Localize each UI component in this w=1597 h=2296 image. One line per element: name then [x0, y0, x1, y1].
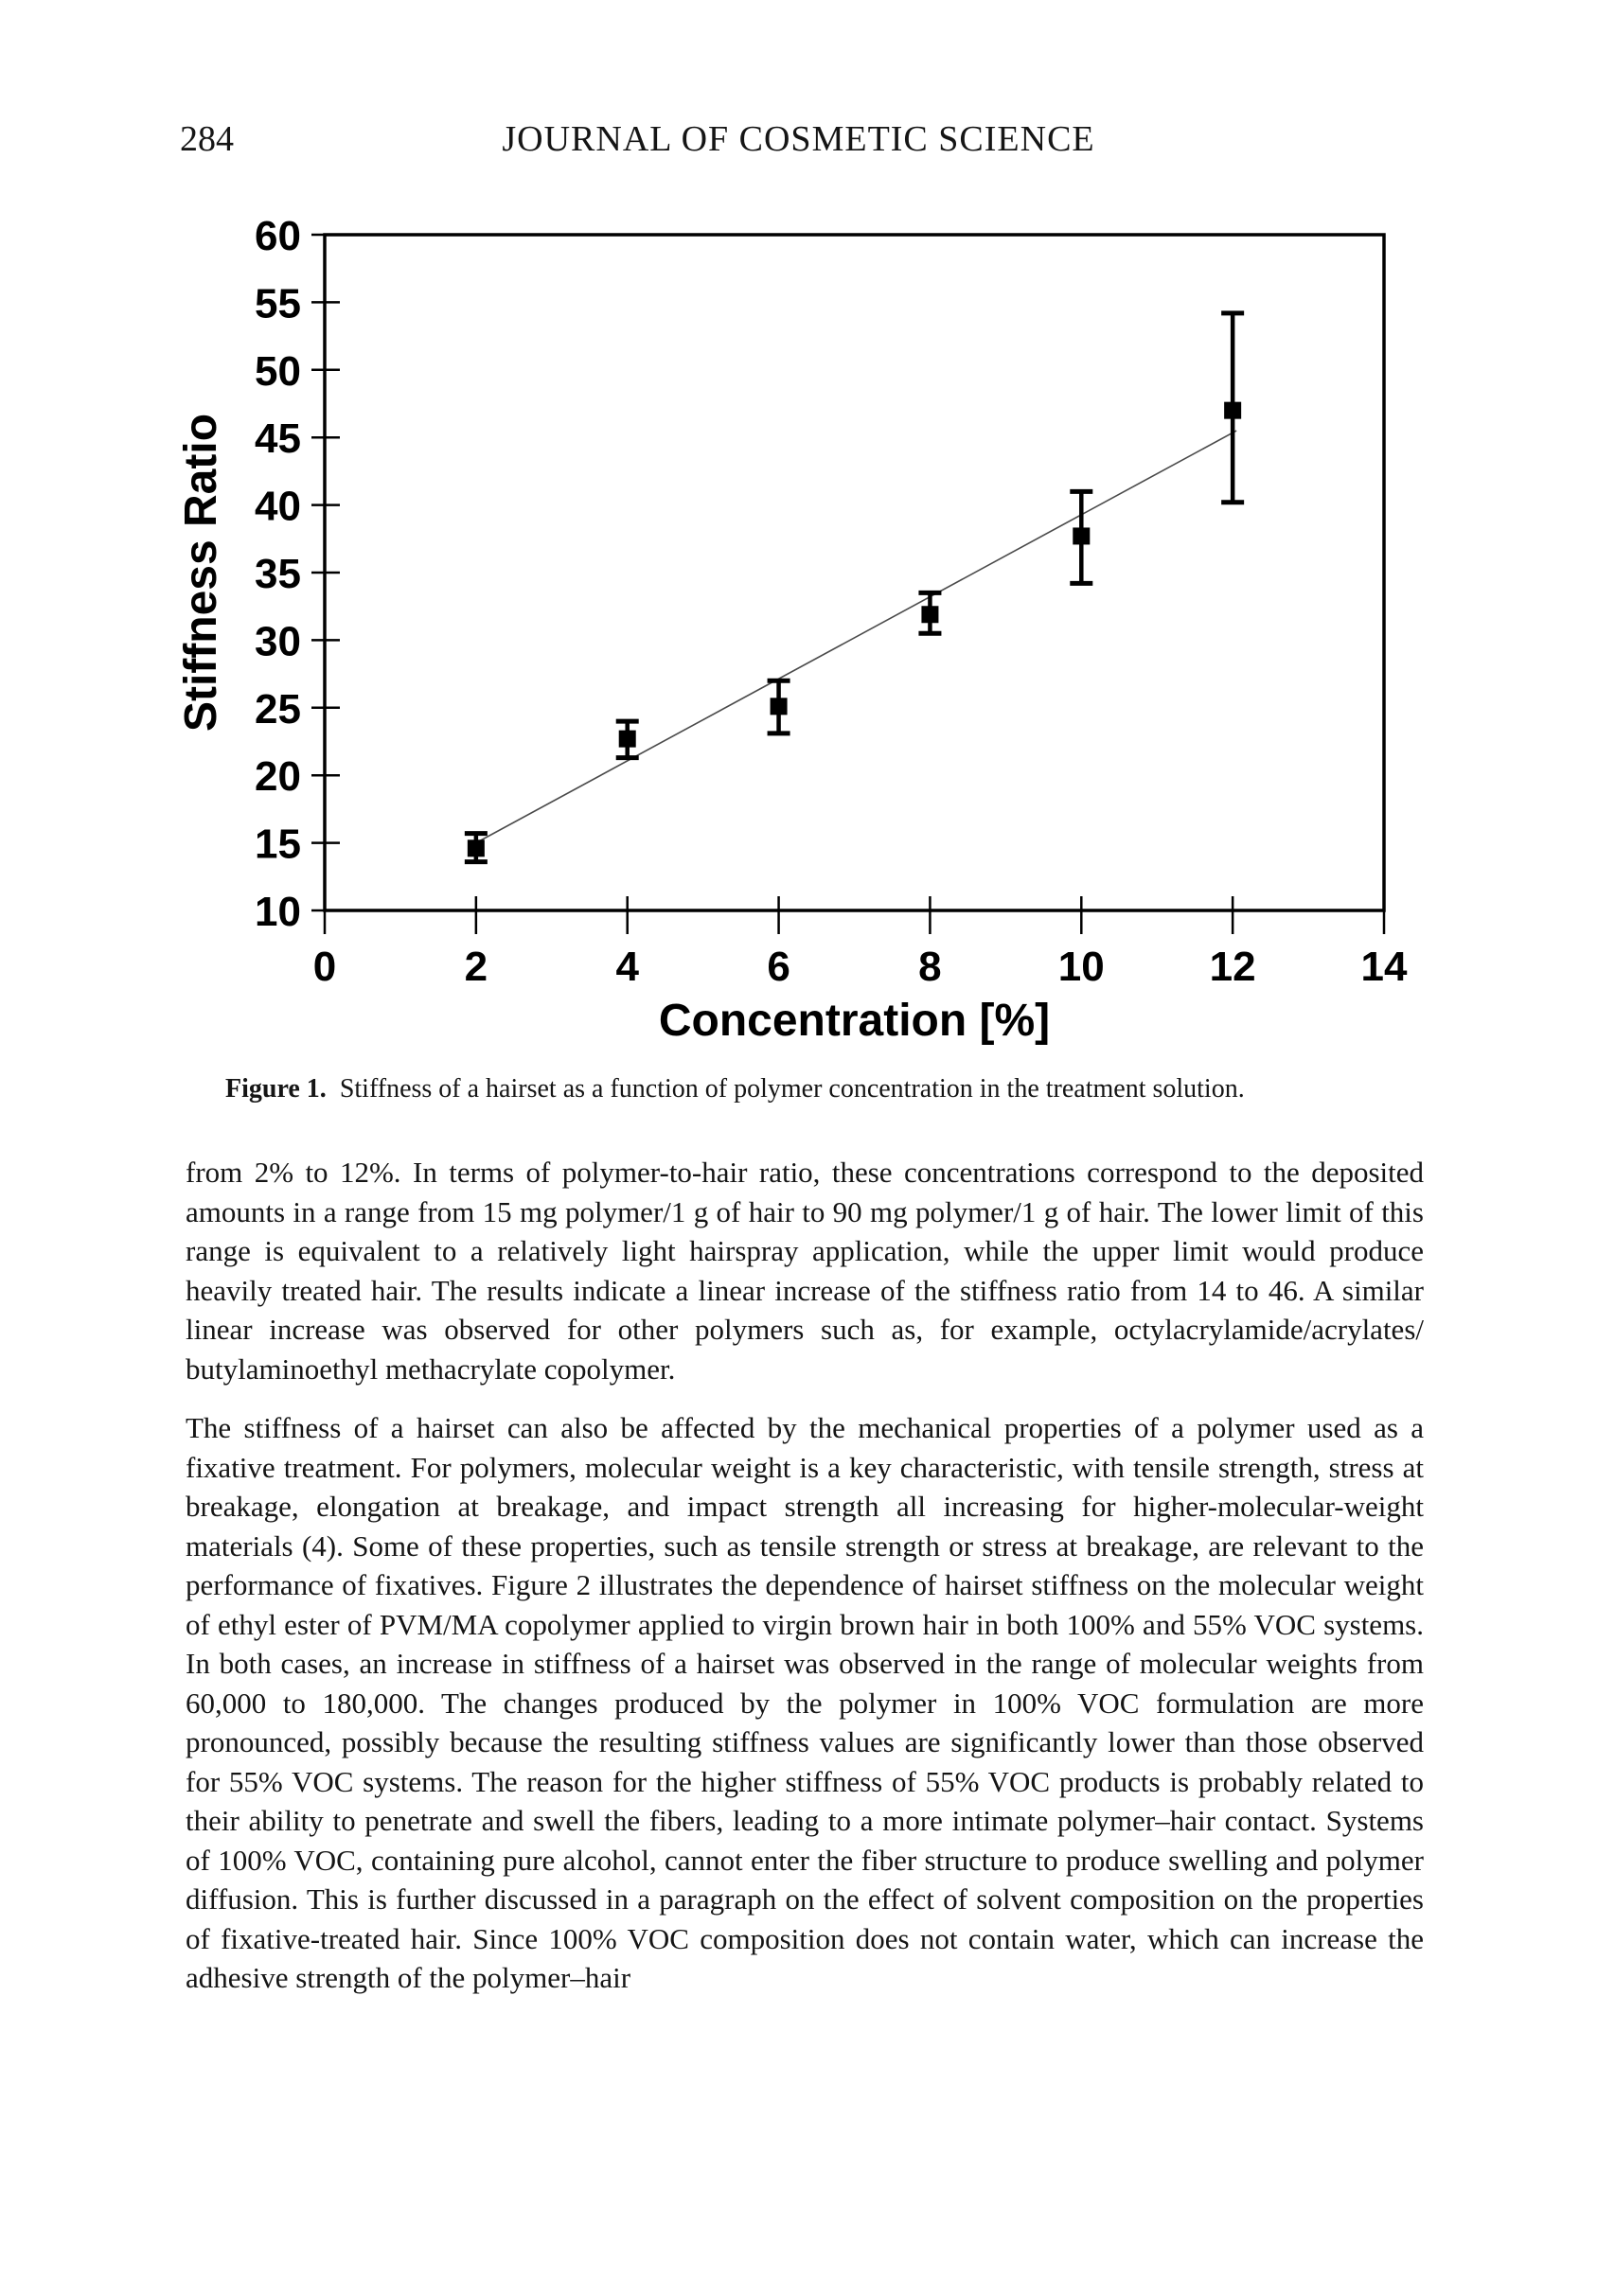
- y-tick-label: 10: [255, 889, 301, 935]
- y-tick-label: 55: [255, 280, 301, 327]
- y-tick-label: 15: [255, 821, 301, 868]
- x-tick-label: 2: [465, 944, 488, 990]
- data-point: [770, 698, 788, 715]
- body-text: from 2% to 12%. In terms of polymer-to-h…: [186, 1153, 1424, 2018]
- figure-1-scatter-chart: 10 15 20 25 30 35 40 45 50 55 60 0 2 4 6 8 10 12 14 Concent…: [176, 213, 1408, 1046]
- x-tick-label: 12: [1210, 944, 1256, 990]
- data-point: [1224, 401, 1242, 419]
- figure-caption: Figure 1. Stiffness of a hairset as a fu…: [225, 1072, 1390, 1106]
- y-tick-label: 35: [255, 551, 301, 597]
- y-axis-title: Stiffness Ratio: [176, 414, 226, 732]
- y-tick-label: 20: [255, 753, 301, 800]
- paragraph: from 2% to 12%. In terms of polymer-to-h…: [186, 1156, 1424, 1386]
- x-tick-label: 10: [1058, 944, 1105, 990]
- running-head: 284 JOURNAL OF COSMETIC SCIENCE: [0, 115, 1597, 163]
- x-axis-title: Concentration [%]: [659, 996, 1050, 1046]
- y-tick-label: 45: [255, 415, 301, 462]
- y-tick-label: 30: [255, 618, 301, 664]
- page-number: 284: [180, 119, 234, 159]
- y-tick-label: 40: [255, 484, 301, 530]
- plot-border: [323, 233, 1386, 912]
- y-tick-label: 25: [255, 686, 301, 733]
- data-point: [467, 839, 485, 857]
- figure-caption-label: Figure 1.: [225, 1074, 327, 1104]
- x-tick-label: 4: [615, 944, 639, 990]
- x-tick-label: 8: [918, 944, 941, 990]
- figure-caption-text: Stiffness of a hairset as a function of …: [339, 1074, 1245, 1104]
- data-point: [618, 730, 636, 748]
- trend-line: [475, 430, 1237, 844]
- data-point: [1073, 527, 1091, 545]
- y-tick-label: 60: [255, 213, 301, 259]
- x-tick-label: 14: [1361, 944, 1408, 990]
- journal-title: JOURNAL OF COSMETIC SCIENCE: [502, 119, 1095, 159]
- y-tick-label: 50: [255, 348, 301, 395]
- x-tick-label: 6: [767, 944, 790, 990]
- x-tick-label: 0: [313, 944, 336, 990]
- paragraph: The stiffness of a hairset can also be a…: [186, 1411, 1424, 1994]
- data-point: [921, 606, 939, 624]
